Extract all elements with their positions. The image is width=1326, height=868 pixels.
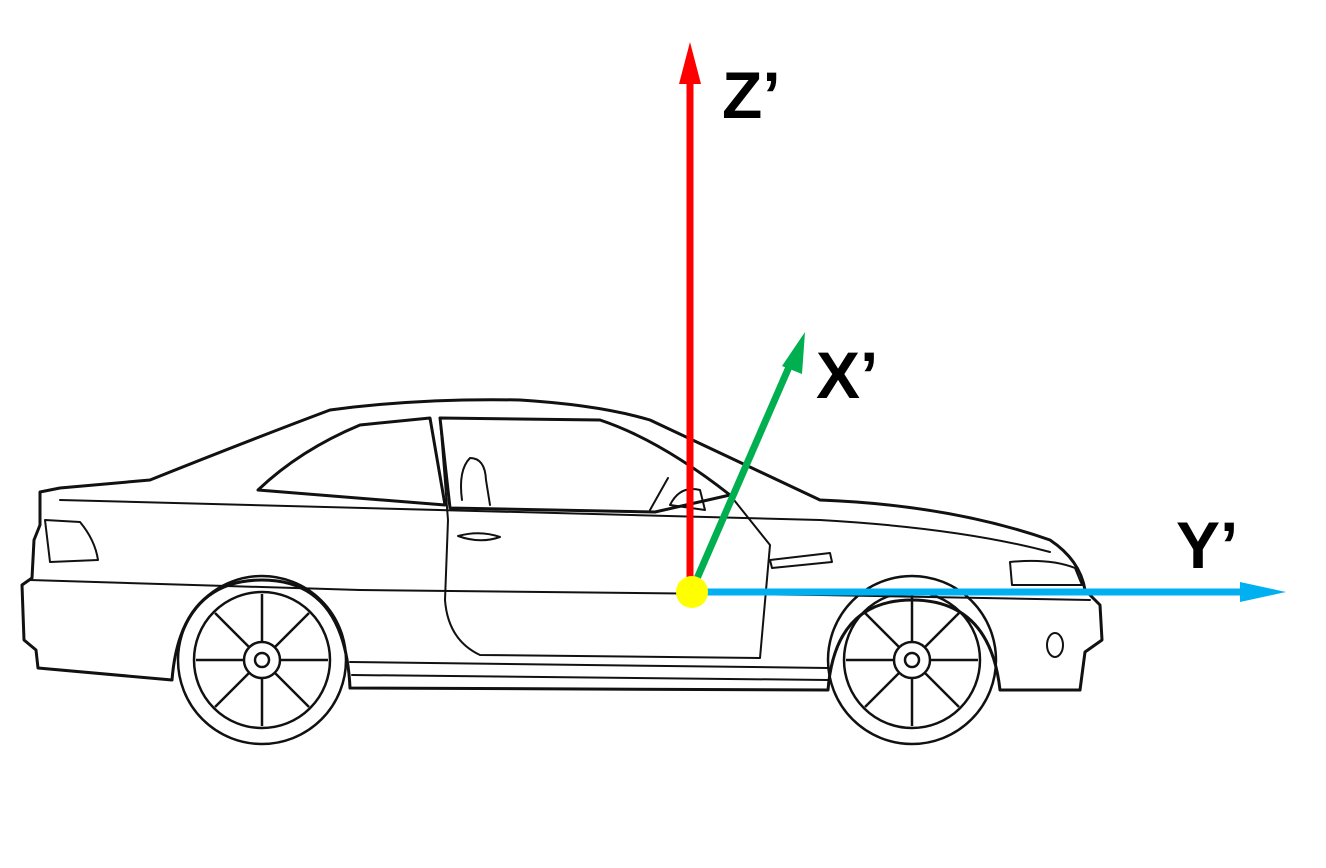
y-axis: [692, 582, 1286, 602]
car-tail-light: [44, 519, 99, 563]
car-door: [439, 417, 771, 659]
z-axis-label: Z’: [722, 58, 781, 132]
z-axis: [679, 42, 701, 590]
car-side-view: [20, 398, 1104, 746]
car-side-mirror: [669, 488, 706, 511]
car-sill: [349, 661, 829, 681]
car-steering-wheel: [649, 477, 669, 511]
x-axis-line: [688, 358, 796, 592]
z-axis-arrowhead: [679, 42, 701, 84]
car-beltline: [59, 499, 1051, 553]
car-side-crease: [29, 579, 1091, 601]
y-axis-label: Y’: [1176, 508, 1238, 582]
x-axis-arrowhead: [782, 332, 805, 374]
car-door-handle: [457, 532, 501, 542]
car-headlight: [1009, 559, 1083, 586]
x-axis: [688, 332, 805, 592]
x-axis-label: X’: [816, 338, 878, 412]
car-body-outline: [20, 398, 1104, 692]
origin-point: [676, 576, 708, 608]
car-window-frame: [256, 416, 447, 507]
car-fog-light: [1046, 632, 1064, 658]
car-front-wheel: [826, 574, 998, 746]
y-axis-arrowhead: [1240, 582, 1286, 602]
car-side-vent: [769, 552, 833, 569]
car-seat: [460, 457, 491, 506]
car-rear-wheel: [176, 574, 348, 746]
